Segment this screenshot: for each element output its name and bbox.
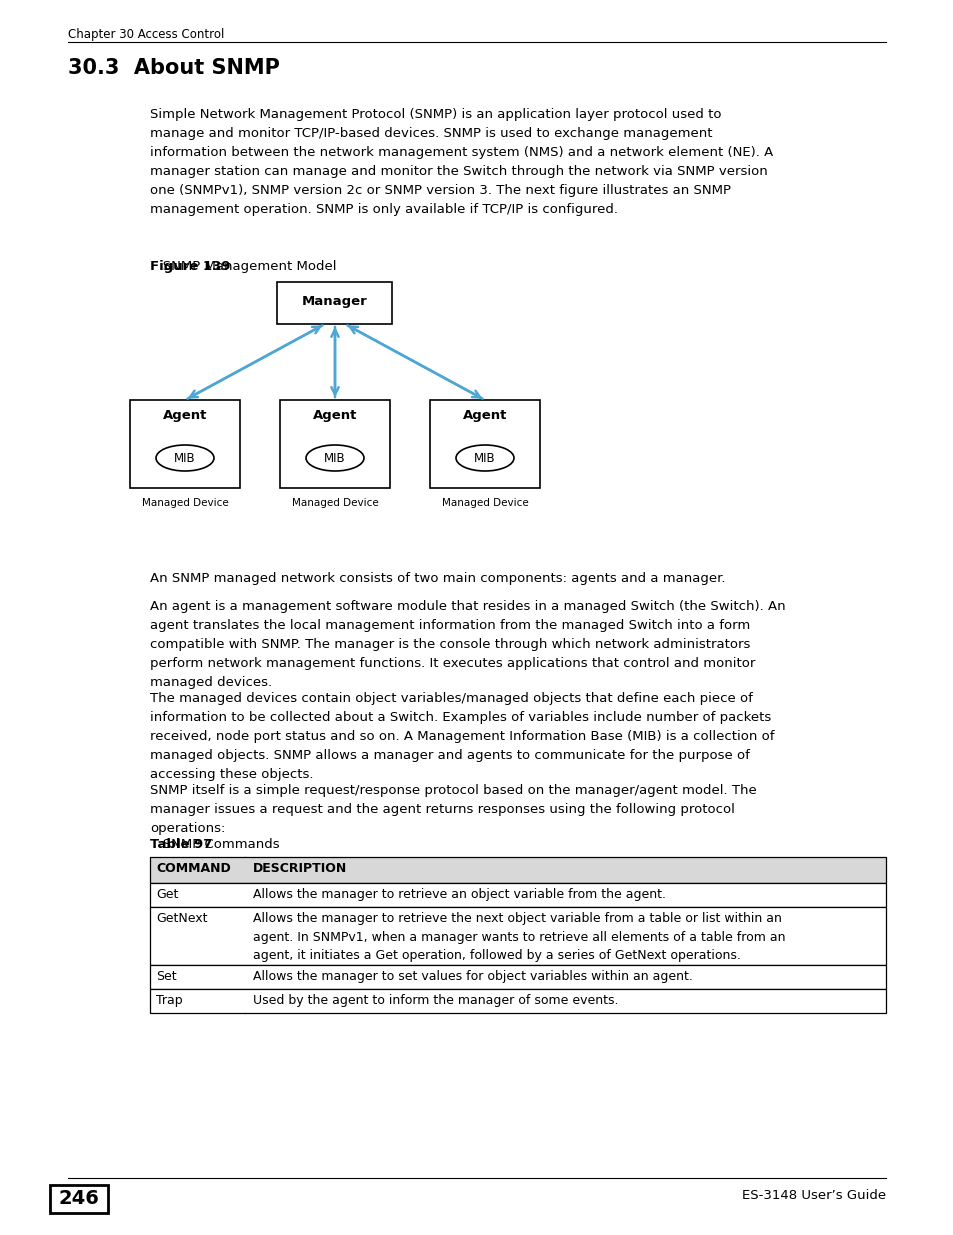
Bar	[430, 400, 539, 488]
Text: Managed Device: Managed Device	[441, 498, 528, 508]
Ellipse shape	[306, 445, 364, 471]
Text: Agent: Agent	[163, 410, 207, 422]
Ellipse shape	[156, 445, 213, 471]
Text: Allows the manager to set values for object variables within an agent.: Allows the manager to set values for obj…	[253, 969, 692, 983]
Bar	[280, 400, 390, 488]
Text: DESCRIPTION: DESCRIPTION	[253, 862, 347, 876]
Text: Trap: Trap	[156, 994, 182, 1007]
Text: The managed devices contain object variables/managed objects that define each pi: The managed devices contain object varia…	[150, 692, 774, 781]
Text: SNMP Commands: SNMP Commands	[150, 839, 279, 851]
Text: 246: 246	[58, 1189, 99, 1208]
Bar	[150, 857, 885, 883]
Text: GetNext: GetNext	[156, 911, 208, 925]
Text: ES-3148 User’s Guide: ES-3148 User’s Guide	[741, 1189, 885, 1202]
Text: Chapter 30 Access Control: Chapter 30 Access Control	[68, 28, 224, 41]
Text: SNMP itself is a simple request/response protocol based on the manager/agent mod: SNMP itself is a simple request/response…	[150, 784, 756, 835]
Bar	[130, 400, 240, 488]
Bar	[150, 989, 885, 1013]
Text: An SNMP managed network consists of two main components: agents and a manager.: An SNMP managed network consists of two …	[150, 572, 724, 585]
Text: SNMP Management Model: SNMP Management Model	[150, 261, 336, 273]
Text: Table 97: Table 97	[150, 839, 213, 851]
Ellipse shape	[456, 445, 514, 471]
Text: Get: Get	[156, 888, 178, 902]
Text: MIB: MIB	[174, 452, 195, 464]
Text: 30.3  About SNMP: 30.3 About SNMP	[68, 58, 279, 78]
Text: Set: Set	[156, 969, 176, 983]
Text: Allows the manager to retrieve the next object variable from a table or list wit: Allows the manager to retrieve the next …	[253, 911, 784, 962]
Text: Manager: Manager	[302, 294, 368, 308]
Text: Figure 139: Figure 139	[150, 261, 231, 273]
Bar	[277, 282, 392, 324]
Text: Managed Device: Managed Device	[141, 498, 228, 508]
Text: MIB: MIB	[324, 452, 345, 464]
Text: Agent: Agent	[462, 410, 507, 422]
Text: MIB: MIB	[474, 452, 496, 464]
Text: Simple Network Management Protocol (SNMP) is an application layer protocol used : Simple Network Management Protocol (SNMP…	[150, 107, 773, 216]
Bar	[150, 883, 885, 906]
Text: Managed Device: Managed Device	[292, 498, 378, 508]
Bar	[50, 1186, 108, 1213]
Bar	[150, 906, 885, 965]
Text: An agent is a management software module that resides in a managed Switch (the S: An agent is a management software module…	[150, 600, 785, 689]
Text: Used by the agent to inform the manager of some events.: Used by the agent to inform the manager …	[253, 994, 618, 1007]
Bar	[150, 965, 885, 989]
Text: COMMAND: COMMAND	[156, 862, 231, 876]
Text: Allows the manager to retrieve an object variable from the agent.: Allows the manager to retrieve an object…	[253, 888, 665, 902]
Text: Agent: Agent	[313, 410, 356, 422]
